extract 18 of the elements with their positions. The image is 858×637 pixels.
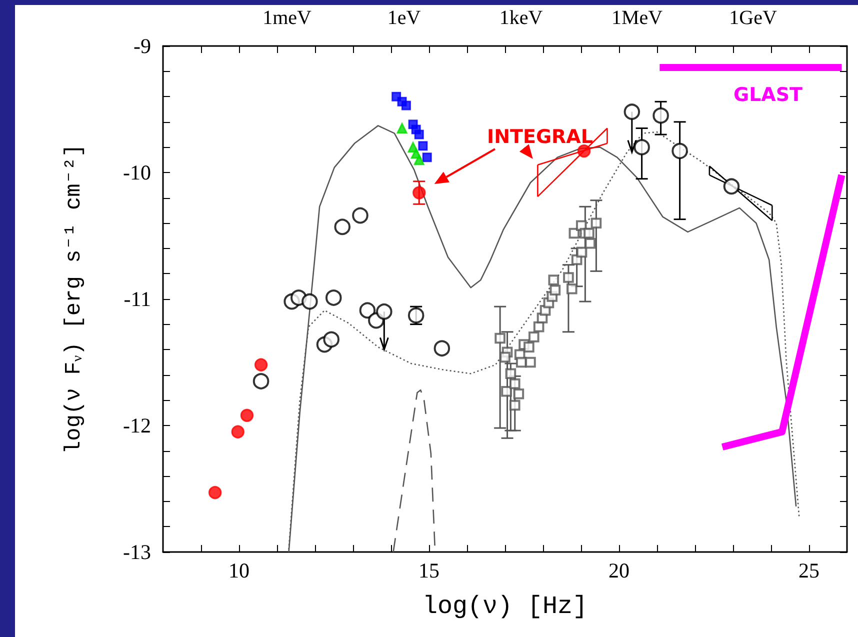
x-tick-label: 10 (228, 558, 250, 582)
text: 1GeV (729, 7, 778, 29)
text: 1keV (499, 7, 544, 29)
x-tick-label: 15 (418, 558, 440, 582)
y-axis-title: log(ν Fν) [erg s⁻¹ cm⁻²] (62, 144, 86, 454)
text: 1meV (262, 7, 312, 29)
x-tick-label: 20 (608, 558, 630, 582)
x-tick-label: 25 (798, 558, 820, 582)
y-tick-label: -11 (124, 287, 151, 311)
y-tick-label: -10 (123, 160, 151, 184)
annotation: GLAST (733, 84, 803, 106)
y-tick-label: -13 (123, 540, 151, 564)
text: 1eV (387, 7, 422, 29)
y-tick-label: -12 (123, 414, 151, 438)
y-tick-label: -9 (134, 34, 151, 58)
text: 1MeV (611, 7, 664, 29)
annotation: INTEGRAL (487, 126, 593, 148)
x-axis-title: log(ν) [Hz] (422, 592, 588, 621)
